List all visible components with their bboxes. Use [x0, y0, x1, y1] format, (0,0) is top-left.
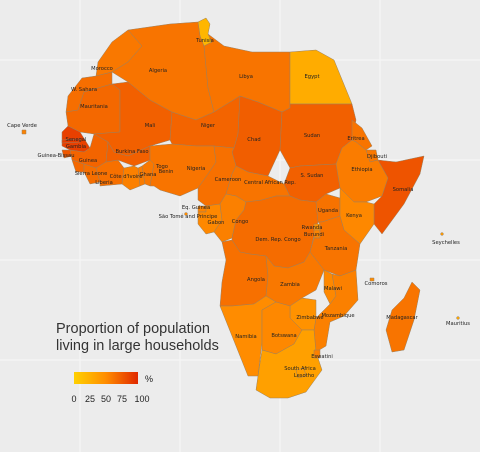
label-eswatini: Eswatini — [311, 354, 333, 360]
label-malawi: Malawi — [324, 286, 342, 292]
label-central-african-rep: Central African Rep. — [244, 180, 296, 186]
country-mauritius[interactable] — [456, 316, 460, 320]
label-comoros: Comoros — [365, 281, 388, 287]
label-cameroon: Cameroon — [215, 177, 242, 183]
country-cape-verde[interactable] — [21, 129, 27, 135]
label-eq-guinea: Eq. Guinea — [182, 205, 210, 211]
label-burkina-faso: Burkina Faso — [115, 149, 148, 155]
label-burundi: Burundi — [304, 232, 324, 238]
country-somalia[interactable] — [373, 155, 425, 235]
label-congo: Congo — [232, 219, 249, 225]
legend-tick-50: 50 — [101, 394, 111, 404]
label-chad: Chad — [247, 137, 260, 143]
label-zimbabwe: Zimbabwe — [296, 315, 323, 321]
label-ghana: Ghana — [140, 172, 157, 178]
label-sierra-leone: Sierra Leone — [75, 171, 108, 177]
legend-gradient-bar — [74, 372, 138, 384]
label-somalia: Somalia — [393, 187, 414, 193]
country-layer — [21, 17, 460, 399]
label-uganda: Uganda — [318, 208, 338, 214]
label-sudan: Sudan — [304, 133, 320, 139]
label-togo: Togo — [155, 164, 168, 170]
country-seychelles[interactable] — [440, 232, 444, 236]
label-guinea: Guinea — [79, 158, 97, 164]
country-gambia[interactable] — [61, 138, 81, 144]
legend-title-line2: living in large households — [56, 338, 219, 354]
label-w-sahara: W. Sahara — [71, 87, 97, 93]
label-mauritania: Mauritania — [80, 104, 108, 110]
country-mozambique[interactable] — [313, 269, 359, 353]
label-eritrea: Eritrea — [347, 136, 364, 142]
label-madagascar: Madagascar — [386, 315, 418, 321]
label-south-africa: South Africa — [284, 366, 316, 372]
legend-tick-75: 75 — [117, 394, 127, 404]
legend-tick-100: 100 — [134, 394, 149, 404]
label-libya: Libya — [239, 74, 253, 80]
label-cape-verde: Cape Verde — [7, 123, 37, 129]
label-mozambique: Mozambique — [321, 313, 354, 319]
country-sao-tome[interactable] — [184, 212, 188, 216]
label-mali: Mali — [145, 123, 156, 129]
label-ethiopia: Ethiopia — [351, 167, 372, 173]
label-angola: Angola — [247, 277, 265, 283]
label-namibia: Namibia — [235, 334, 256, 340]
legend-tick-25: 25 — [85, 394, 95, 404]
country-eswatini[interactable] — [313, 349, 321, 359]
label-cote-divoire: Côte d'Ivoire — [110, 173, 143, 180]
label-s-sudan: S. Sudan — [301, 173, 324, 179]
label-djibouti: Djibouti — [367, 154, 387, 160]
country-lesotho[interactable] — [295, 367, 307, 379]
country-kenya[interactable] — [339, 187, 375, 245]
label-nigeria: Nigeria — [187, 166, 206, 172]
country-liberia[interactable] — [83, 163, 101, 185]
label-benin: Benin — [159, 169, 174, 175]
country-label-layer: Tunisia Morocco Algeria Libya Egypt W. S… — [7, 38, 470, 379]
legend-title-line1: Proportion of population — [56, 321, 210, 337]
label-dem-rep-congo: Dem. Rep. Congo — [255, 237, 300, 243]
legend-unit: % — [145, 374, 153, 384]
label-senegal: Senegal — [66, 137, 87, 143]
label-gabon: Gabon — [208, 220, 225, 226]
label-guinea-bissau: Guinea-Bissau — [38, 153, 75, 159]
label-sao-tome: São Tomé and Principe — [159, 213, 218, 220]
country-egypt[interactable] — [289, 49, 353, 105]
legend-tick-0: 0 — [71, 394, 76, 404]
label-kenya: Kenya — [346, 213, 362, 219]
label-egypt: Egypt — [305, 74, 320, 80]
country-comoros[interactable] — [369, 277, 375, 282]
label-mauritius: Mauritius — [446, 321, 470, 327]
label-lesotho: Lesotho — [294, 373, 314, 379]
label-morocco: Morocco — [91, 66, 113, 72]
label-liberia: Liberia — [95, 180, 113, 186]
color-legend: Proportion of population living in large… — [56, 321, 219, 404]
label-seychelles: Seychelles — [432, 240, 460, 246]
label-zambia: Zambia — [280, 282, 300, 288]
label-algeria: Algeria — [149, 68, 167, 74]
country-madagascar[interactable] — [385, 281, 421, 353]
label-botswana: Botswana — [271, 333, 296, 339]
label-rwanda: Rwanda — [302, 225, 323, 231]
label-gambia: Gambia — [66, 144, 86, 150]
label-tanzania: Tanzania — [324, 246, 348, 252]
label-tunisia: Tunisia — [195, 38, 214, 44]
label-niger: Niger — [201, 123, 216, 129]
